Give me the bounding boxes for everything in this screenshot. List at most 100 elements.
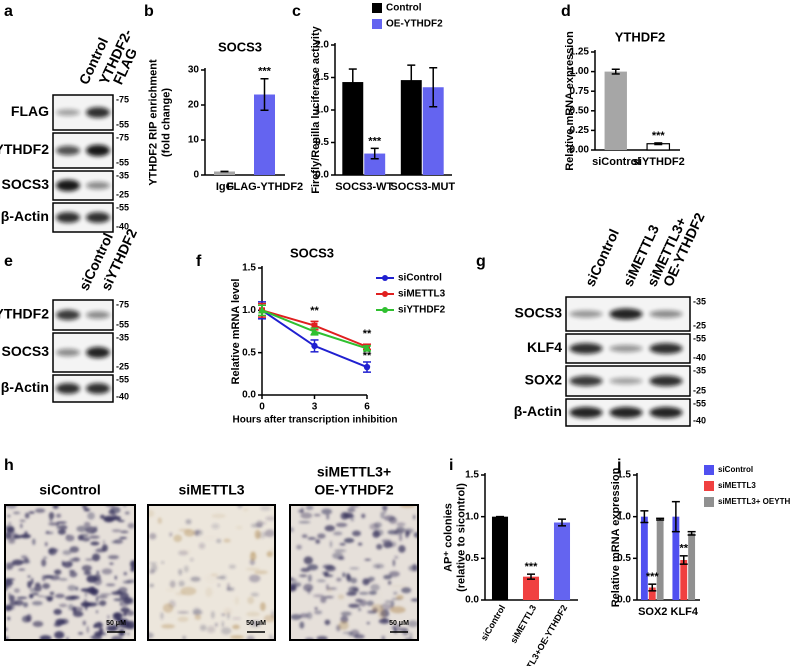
chart-title: SOCS3: [290, 245, 334, 260]
stain: [350, 518, 355, 522]
stain: [150, 564, 158, 572]
blot-band: [649, 375, 683, 387]
stain: [41, 559, 47, 567]
stain: [90, 541, 100, 546]
stain: [376, 591, 382, 600]
stain: [210, 573, 219, 576]
bar: [214, 171, 235, 175]
stain: [229, 635, 245, 639]
y-tick-label: 20: [188, 100, 200, 111]
y-tick-label: 0.50: [570, 105, 590, 116]
stain: [190, 576, 201, 582]
y-tick-label: 0.00: [570, 145, 590, 156]
significance: **: [363, 328, 372, 340]
x-tick-label: 6: [364, 402, 370, 413]
stain: [103, 632, 107, 636]
stain: [32, 592, 39, 596]
stain: [182, 635, 187, 640]
stain: [387, 530, 399, 535]
scale-label: 50 μM: [246, 620, 266, 627]
significance: ***: [525, 561, 539, 573]
bar: [400, 80, 422, 175]
stain: [58, 578, 68, 581]
stain: [307, 537, 317, 540]
stain: [299, 613, 309, 618]
stain: [62, 561, 73, 568]
significance: **: [363, 350, 372, 362]
y-tick-label: 1.5: [465, 470, 479, 481]
stain: [199, 624, 207, 631]
stain: [148, 509, 155, 518]
legend-label: Control: [386, 3, 422, 14]
stain: [210, 611, 215, 619]
stain: [393, 591, 398, 595]
stain: [290, 614, 302, 620]
stain: [42, 583, 50, 589]
stain: [216, 576, 226, 579]
stain: [300, 512, 313, 519]
stain: [303, 556, 313, 565]
stain: [401, 587, 412, 594]
stain: [102, 540, 105, 544]
stain: [357, 542, 363, 546]
stain: [149, 533, 157, 540]
stain: [290, 578, 297, 583]
size-marker: -55: [116, 119, 129, 129]
stain: [68, 603, 74, 611]
stain: [27, 580, 32, 589]
stain: [249, 620, 261, 625]
stain: [44, 575, 53, 579]
stain: [29, 587, 38, 593]
stain: [392, 559, 396, 567]
blot-band: [569, 375, 603, 387]
size-marker: -35: [116, 170, 129, 180]
x-tick-label: 3: [312, 402, 318, 413]
blot-band: [569, 406, 603, 419]
y-axis-label: (fold change): [160, 88, 172, 157]
stain: [8, 592, 11, 598]
size-marker: -25: [693, 385, 706, 395]
stain: [65, 534, 75, 542]
stain: [178, 568, 183, 576]
stain: [314, 610, 323, 615]
stain: [300, 567, 311, 573]
stain: [166, 614, 175, 617]
stain: [119, 600, 122, 607]
stain: [81, 537, 91, 542]
size-marker: -75: [116, 94, 129, 104]
blot-band: [56, 109, 80, 116]
blot-band: [569, 310, 603, 318]
stain: [338, 620, 349, 630]
stain: [99, 593, 112, 596]
size-marker: -75: [116, 299, 129, 309]
stain: [205, 587, 213, 598]
stain: [22, 602, 29, 608]
stain: [117, 519, 125, 522]
stain: [57, 529, 66, 535]
stain: [69, 571, 78, 578]
stain: [49, 591, 55, 596]
error-bar: [348, 68, 357, 96]
y-axis-label: AP⁺ colonies: [442, 503, 454, 572]
stain: [376, 543, 383, 550]
stain: [13, 588, 20, 593]
blot-band: [569, 343, 603, 354]
stain: [91, 634, 103, 640]
stain: [368, 590, 377, 595]
blot-band: [649, 343, 683, 354]
stain: [95, 596, 99, 603]
size-marker: -40: [116, 221, 129, 231]
stain: [316, 579, 326, 583]
chart-title: SOCS3: [218, 39, 262, 54]
x-tick-label: FLAG-YTHDF2: [227, 181, 303, 193]
scale-label: 50 μM: [106, 620, 126, 627]
stain: [120, 530, 129, 534]
stain: [342, 572, 346, 578]
stain: [91, 586, 95, 595]
stain: [396, 623, 400, 628]
stain: [69, 595, 80, 600]
stain: [250, 592, 259, 597]
stain: [303, 583, 314, 592]
stain: [217, 583, 220, 587]
